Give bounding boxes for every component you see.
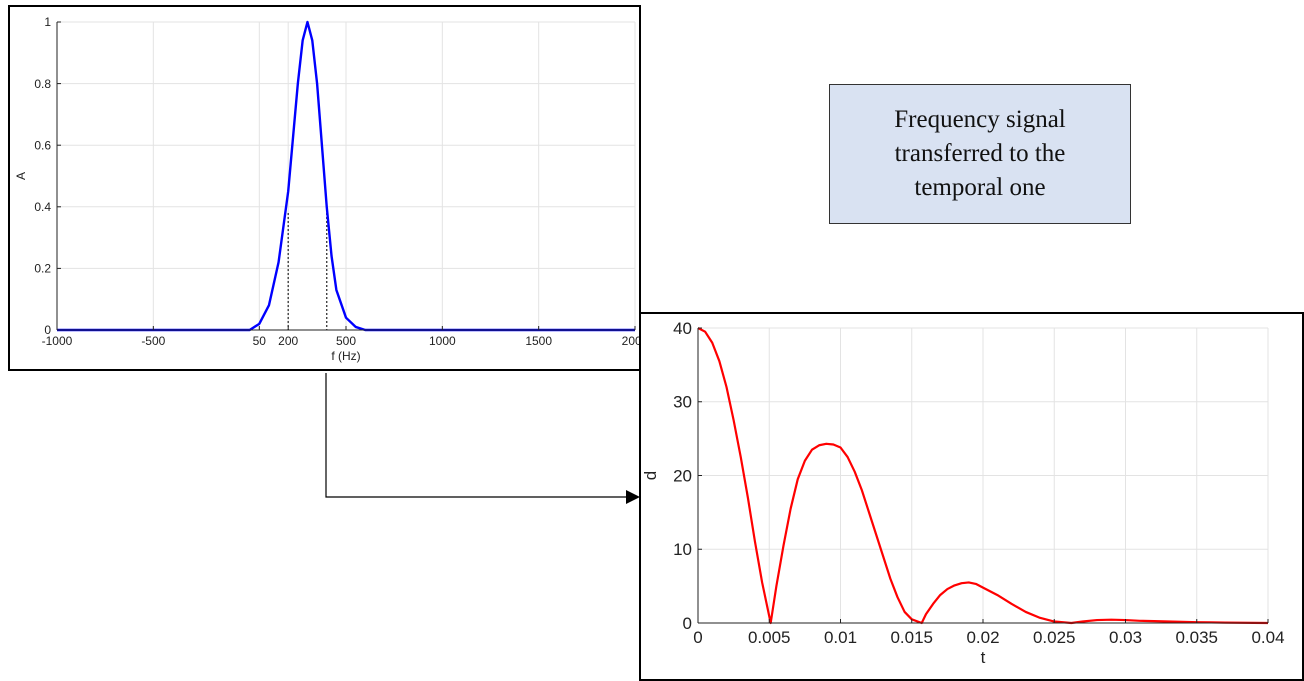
y-tick-label: 0.8 (34, 77, 51, 91)
callout-text: Frequency signal transferred to the temp… (894, 106, 1066, 201)
y-axis-label: d (641, 471, 660, 480)
y-tick-label: 40 (673, 319, 692, 338)
x-tick-label: 0.015 (890, 628, 933, 647)
y-tick-label: 10 (673, 540, 692, 559)
y-axis-label: A (14, 172, 28, 180)
x-tick-label: 500 (336, 334, 356, 348)
annotation-callout: Frequency signal transferred to the temp… (829, 84, 1131, 224)
x-tick-label: 0.02 (966, 628, 999, 647)
x-tick-label: 0.035 (1175, 628, 1218, 647)
connector-line (325, 373, 626, 498)
x-tick-label: 0.01 (824, 628, 857, 647)
y-tick-label: 0 (683, 614, 692, 633)
y-tick-label: 0.6 (34, 138, 51, 152)
x-axis-label: t (981, 648, 986, 667)
x-tick-label: 1500 (525, 334, 552, 348)
x-tick-label: 0.025 (1033, 628, 1076, 647)
y-tick-label: 0 (44, 323, 51, 337)
x-tick-label: -500 (141, 334, 165, 348)
x-tick-label: 200 (278, 334, 298, 348)
y-tick-label: 0.4 (34, 200, 51, 214)
y-tick-label: 1 (44, 15, 51, 29)
x-tick-label: -1000 (42, 334, 73, 348)
x-tick-label: 0 (693, 628, 702, 647)
x-tick-label: 50 (253, 334, 267, 348)
y-tick-label: 30 (673, 393, 692, 412)
x-tick-label: 0.04 (1251, 628, 1284, 647)
temporal-chart: 0 0.005 0.01 0.015 0.02 0.025 0.03 0.035 0.04 0 10… (641, 319, 1285, 667)
x-tick-label: 0.005 (748, 628, 791, 647)
y-tick-label: 0.2 (34, 262, 51, 276)
arrowhead-icon (626, 490, 640, 504)
x-axis-label: f (Hz) (331, 349, 360, 363)
x-tick-label: 1000 (429, 334, 456, 348)
series-line (57, 20, 635, 332)
y-tick-label: 20 (673, 466, 692, 485)
x-tick-label: 0.03 (1109, 628, 1142, 647)
temporal-plot-panel: 0 0.005 0.01 0.015 0.02 0.025 0.03 0.035 0.04 0 10… (639, 312, 1304, 681)
